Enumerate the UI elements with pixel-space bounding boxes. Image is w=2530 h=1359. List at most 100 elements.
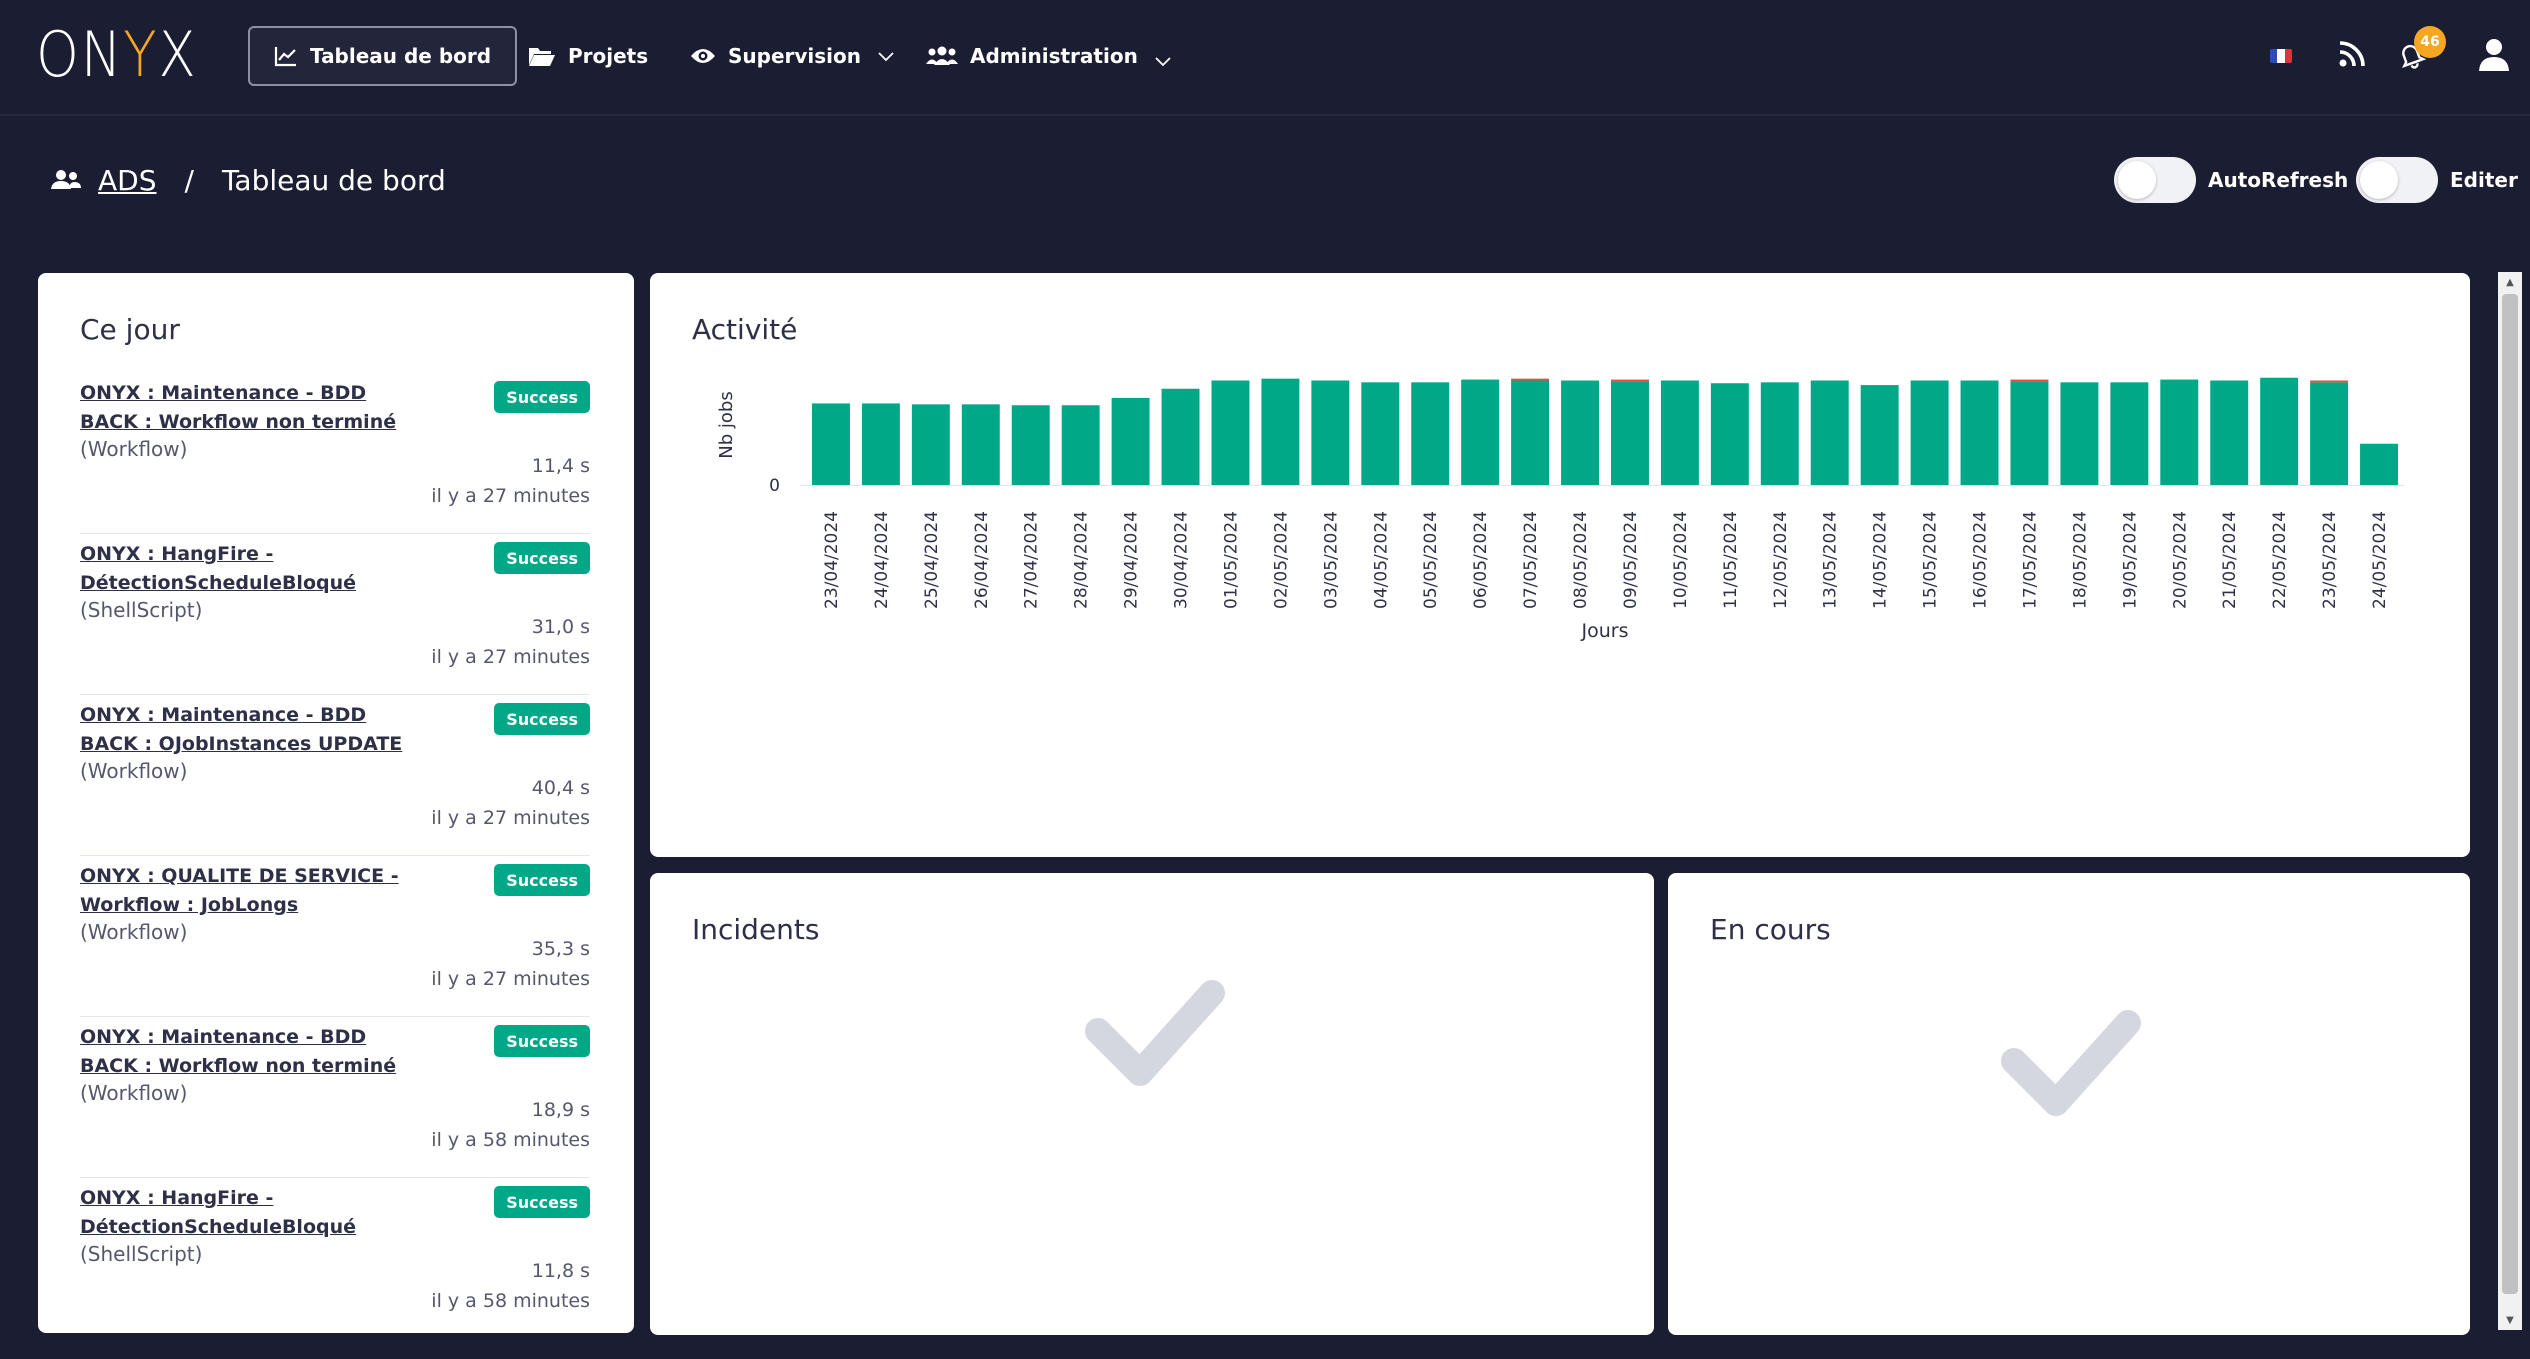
- incidents-card-title: Incidents: [692, 913, 820, 946]
- bar-success: [2110, 382, 2149, 485]
- job-duration: 11,4 s: [531, 455, 590, 477]
- scroll-up-arrow-icon[interactable]: ▲: [2506, 276, 2514, 288]
- bar-failure: [2310, 380, 2349, 383]
- job-duration: 31,0 s: [531, 616, 590, 638]
- nav-administration-label: Administration: [970, 44, 1138, 68]
- job-duration: 35,3 s: [531, 938, 590, 960]
- job-time-ago: il y a 27 minutes: [431, 646, 590, 668]
- job-name-link[interactable]: ONYX : HangFire - DétectionScheduleBloqu…: [80, 1187, 357, 1238]
- bar-success: [2260, 377, 2299, 485]
- job-type: (ShellScript): [80, 598, 203, 622]
- bar-success: [911, 404, 950, 485]
- status-badge: Success: [494, 1025, 590, 1057]
- bar-success: [1860, 385, 1899, 485]
- job-time-ago: il y a 58 minutes: [431, 1129, 590, 1151]
- incidents-card: Incidents: [650, 873, 1654, 1335]
- nav-dashboard[interactable]: Tableau de bord: [248, 26, 518, 86]
- bar-failure: [1511, 378, 1550, 381]
- x-tick-label: 14/05/2024: [1871, 511, 1891, 609]
- nav-dashboard-label: Tableau de bord: [310, 44, 492, 68]
- scroll-down-arrow-icon[interactable]: ▼: [2506, 1314, 2514, 1326]
- edit-toggle[interactable]: [2356, 157, 2438, 203]
- job-name-link[interactable]: ONYX : QUALITE DE SERVICE - Workflow : J…: [80, 865, 399, 916]
- y-tick-label: 0: [769, 476, 780, 496]
- page-scrollbar[interactable]: ▲ ▼: [2498, 272, 2522, 1330]
- nav-supervision[interactable]: Supervision: [690, 26, 895, 86]
- bar-success: [2210, 380, 2249, 485]
- activity-bar-chart: 23/04/2024 24/04/2024 25/04/2024 26/04/2024…: [716, 377, 2404, 642]
- x-tick-label: 26/04/2024: [972, 511, 992, 609]
- job-type: (Workflow): [80, 437, 188, 461]
- edit-label: Editer: [2450, 168, 2518, 192]
- user-account-icon[interactable]: [2478, 38, 2510, 72]
- breadcrumb: ADS / Tableau de bord: [50, 158, 446, 202]
- x-tick-label: 30/04/2024: [1172, 511, 1192, 609]
- x-tick-label: 02/05/2024: [1271, 511, 1291, 609]
- job-type: (Workflow): [80, 759, 188, 783]
- bell-icon[interactable]: [2396, 40, 2426, 70]
- x-tick-label: 16/05/2024: [1971, 511, 1991, 609]
- x-tick-label: 01/05/2024: [1221, 511, 1241, 609]
- folder-open-icon: [529, 48, 555, 66]
- job-name-link[interactable]: ONYX : Maintenance - BDD BACK : OJobInst…: [80, 704, 403, 755]
- x-tick-label: 21/05/2024: [2220, 511, 2240, 609]
- checkmark-icon: [2001, 1010, 2141, 1116]
- job-name-link[interactable]: ONYX : HangFire - DétectionScheduleBloqu…: [80, 543, 357, 594]
- language-flag-fr-icon[interactable]: [2270, 49, 2292, 63]
- job-time-ago: il y a 58 minutes: [431, 1290, 590, 1312]
- x-tick-label: 07/05/2024: [1521, 511, 1541, 609]
- job-type: (ShellScript): [80, 1242, 203, 1266]
- x-tick-label: 08/05/2024: [1571, 511, 1591, 609]
- bar-success: [1511, 380, 1550, 485]
- nav-projects[interactable]: Projets: [528, 26, 648, 86]
- eye-icon: [691, 49, 715, 63]
- x-tick-label: 04/05/2024: [1371, 511, 1391, 609]
- bar-success: [1760, 382, 1799, 485]
- x-tick-label: 24/04/2024: [872, 511, 892, 609]
- list-item: ONYX : Maintenance - BDD BACK : OJobInst…: [80, 695, 590, 856]
- line-chart-icon: [274, 47, 296, 67]
- x-tick-label: 27/04/2024: [1022, 511, 1042, 609]
- autorefresh-label: AutoRefresh: [2208, 168, 2349, 192]
- page-title: Tableau de bord: [221, 163, 446, 197]
- bar-success: [2060, 382, 2099, 485]
- autorefresh-toggle[interactable]: [2114, 157, 2196, 203]
- bar-success: [2310, 382, 2349, 485]
- x-tick-label: 25/04/2024: [922, 511, 942, 609]
- bar-success: [1261, 378, 1300, 485]
- bar-success: [1111, 397, 1150, 485]
- x-tick-label: 10/05/2024: [1671, 511, 1691, 609]
- job-time-ago: il y a 27 minutes: [431, 485, 590, 507]
- checkmark-icon: [1085, 980, 1225, 1086]
- bar-success: [1061, 405, 1100, 485]
- bar-success: [1910, 380, 1949, 485]
- users-icon: [51, 170, 81, 189]
- bar-success: [1710, 383, 1749, 485]
- rss-feed-icon[interactable]: [2338, 40, 2366, 68]
- today-card-title: Ce jour: [80, 313, 180, 346]
- job-duration: 18,9 s: [531, 1099, 590, 1121]
- bar-success: [1960, 380, 1999, 485]
- x-tick-label: 06/05/2024: [1471, 511, 1491, 609]
- nav-supervision-label: Supervision: [728, 44, 862, 68]
- bar-success: [1810, 380, 1849, 485]
- job-name-link[interactable]: ONYX : Maintenance - BDD BACK : Workflow…: [80, 382, 397, 433]
- bar-success: [861, 403, 900, 485]
- job-duration: 40,4 s: [531, 777, 590, 799]
- autorefresh-toggle-group: AutoRefresh: [2114, 156, 2348, 204]
- chevron-down-icon: [1155, 57, 1171, 67]
- scrollbar-thumb[interactable]: [2502, 294, 2518, 1294]
- bar-success: [1311, 380, 1350, 485]
- bar-success: [1610, 381, 1649, 485]
- list-item: ONYX : Maintenance - BDD BACK : Workflow…: [80, 1017, 590, 1178]
- nav-administration[interactable]: Administration: [926, 26, 1172, 86]
- x-tick-label: 09/05/2024: [1621, 511, 1641, 609]
- breadcrumb-team-link[interactable]: ADS: [98, 163, 157, 197]
- status-badge: Success: [494, 381, 590, 413]
- job-name-link[interactable]: ONYX : Maintenance - BDD BACK : Workflow…: [80, 1026, 397, 1077]
- status-badge: Success: [494, 1186, 590, 1218]
- onyx-logo[interactable]: ONYX: [36, 18, 198, 91]
- x-tick-label: 24/05/2024: [2370, 511, 2390, 609]
- bar-success: [1011, 405, 1050, 485]
- bar-success: [1461, 379, 1500, 485]
